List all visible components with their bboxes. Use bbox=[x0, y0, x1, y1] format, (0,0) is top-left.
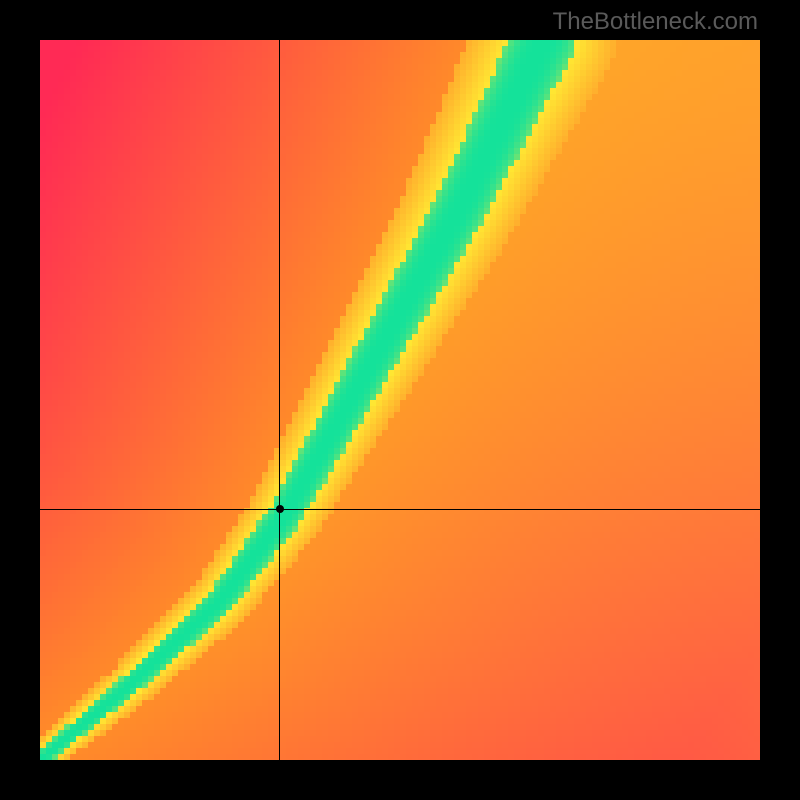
bottleneck-heatmap bbox=[40, 40, 760, 760]
crosshair-horizontal bbox=[40, 509, 760, 510]
watermark-text: TheBottleneck.com bbox=[553, 8, 758, 36]
crosshair-vertical bbox=[279, 40, 280, 760]
chart-container: TheBottleneck.com bbox=[0, 0, 800, 800]
